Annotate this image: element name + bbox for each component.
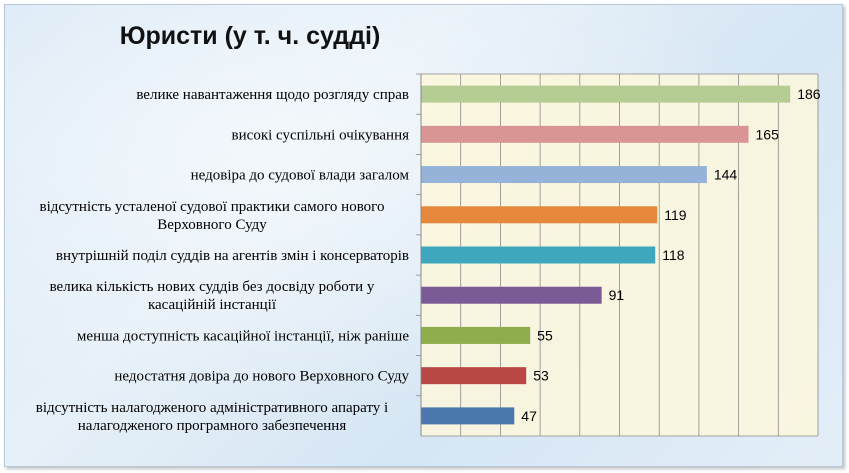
bar [421, 206, 658, 224]
category-label: Верховного Суду [157, 217, 267, 233]
data-label: 47 [521, 408, 537, 424]
bar [421, 407, 515, 425]
bar [421, 246, 656, 264]
category-label: менша доступність касаційної інстанції, … [77, 328, 409, 344]
data-label: 118 [662, 247, 685, 263]
data-label: 91 [609, 287, 625, 303]
category-label: недостатня довіра до нового Верховного С… [114, 369, 409, 385]
category-label: велика кількість нових суддів без досвід… [50, 279, 375, 295]
bar [421, 125, 749, 143]
category-label: внутрішній поділ суддів на агентів змін … [56, 248, 409, 264]
category-label: велике навантаження щодо розгляду справ [136, 87, 409, 103]
bar [421, 326, 531, 344]
category-label: касаційній інстанції [148, 297, 277, 313]
data-label: 165 [756, 126, 780, 142]
bar [421, 367, 527, 385]
data-label: 186 [797, 86, 821, 102]
category-label: відсутність налагодженого адміністративн… [36, 400, 388, 416]
category-label: налагодженого програмного забезпечення [78, 418, 347, 434]
bar [421, 85, 791, 103]
data-label: 119 [664, 207, 687, 223]
bar [421, 166, 707, 184]
chart-title: Юристи (у т. ч. судді) [119, 22, 381, 50]
bar [421, 286, 602, 304]
data-label: 55 [537, 327, 553, 343]
category-label: відсутність усталеної судової практики с… [40, 199, 385, 215]
data-label: 53 [533, 368, 549, 384]
data-label: 144 [714, 167, 738, 183]
category-label: недовіра до судової влади загалом [191, 168, 410, 184]
category-label: високі суспільні очікування [232, 127, 410, 143]
